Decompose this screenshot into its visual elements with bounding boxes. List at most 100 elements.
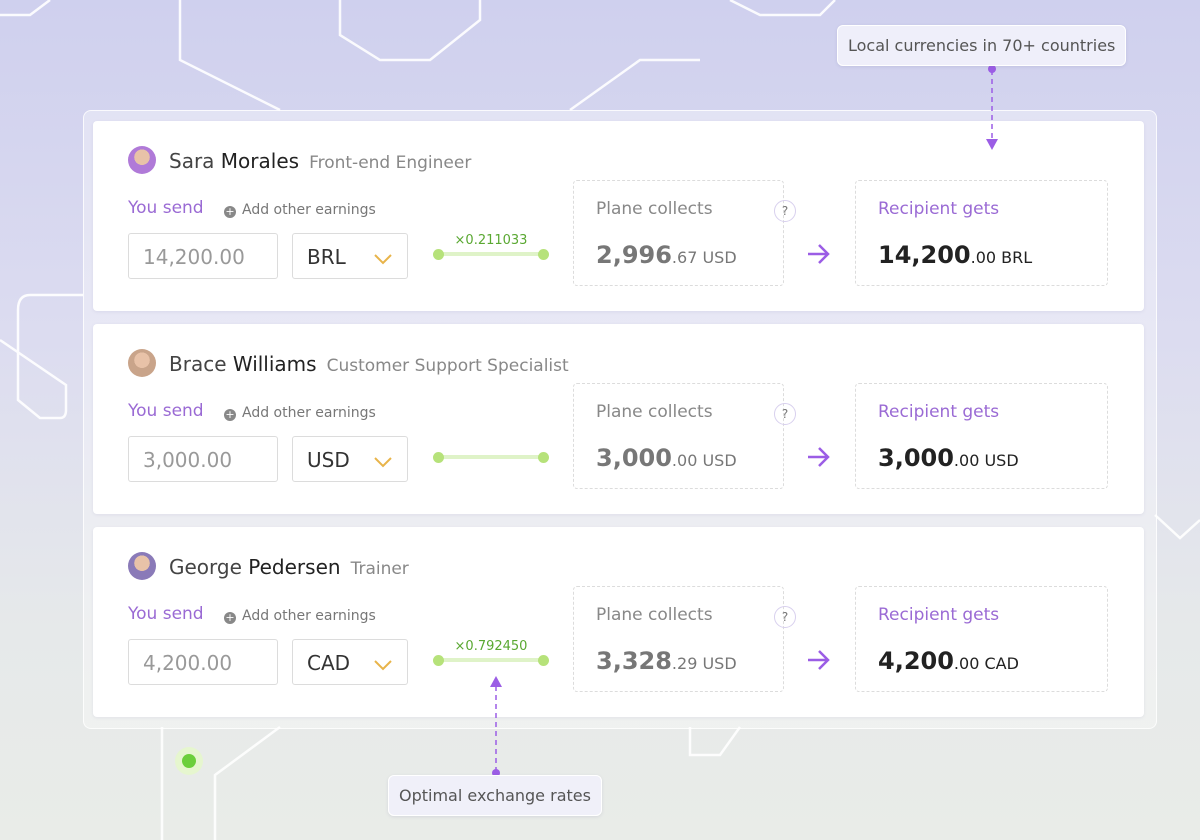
- help-icon[interactable]: ?: [774, 403, 796, 425]
- collects-amount: 3,000.00 USD: [596, 444, 737, 472]
- role: Front-end Engineer: [309, 153, 472, 173]
- add-earnings-text: Add other earnings: [242, 202, 376, 218]
- plus-icon: +: [224, 408, 236, 421]
- amount-input[interactable]: 14,200.00: [128, 233, 278, 279]
- deco-line: [1154, 514, 1200, 540]
- gets-label: Recipient gets: [878, 199, 1000, 219]
- amount-cents: .00: [953, 451, 980, 470]
- exchange-rate: ×0.792450: [454, 639, 528, 654]
- deco-line: [338, 0, 482, 62]
- currency-select[interactable]: USD: [292, 436, 408, 482]
- rate-dot: [433, 248, 444, 260]
- avatar: [128, 146, 156, 174]
- first-name: Brace: [169, 352, 227, 376]
- chevron: [373, 247, 393, 271]
- amount-currency: BRL: [1001, 248, 1033, 267]
- gets-box: Recipient gets 4,200.00 CAD: [855, 586, 1108, 692]
- first-name: George: [169, 555, 242, 579]
- collects-box: Plane collects? 3,328.29 USD: [573, 586, 796, 692]
- role: Trainer: [350, 559, 409, 579]
- currency-code: BRL: [307, 245, 346, 269]
- chevron: [373, 653, 393, 677]
- annotation-dot: [988, 65, 996, 73]
- employee-row: Brace Williams Customer Support Specialis…: [93, 324, 1144, 514]
- amount-input[interactable]: 4,200.00: [128, 639, 278, 685]
- arrow-icon: [806, 648, 832, 676]
- amount-whole: 4,200: [878, 647, 954, 675]
- amount-whole: 2,996: [596, 241, 672, 269]
- callout: Local currencies in 70+ countries: [837, 25, 1127, 66]
- add-earnings[interactable]: + Add other earnings: [224, 608, 376, 624]
- deco-line: [688, 726, 742, 757]
- add-earnings[interactable]: + Add other earnings: [224, 202, 376, 218]
- first-name: Sara: [169, 149, 215, 173]
- gets-box: Recipient gets 14,200.00 BRL: [855, 180, 1108, 286]
- arrow-icon: [806, 445, 832, 473]
- rate-dot: [538, 451, 549, 463]
- avatar: [128, 552, 156, 580]
- annotation-arrow: [490, 676, 502, 687]
- amount-whole: 3,328: [596, 647, 672, 675]
- annotation-arrow: [986, 139, 998, 150]
- callout: Optimal exchange rates: [388, 775, 602, 816]
- amount-input[interactable]: 3,000.00: [128, 436, 278, 482]
- currency-code: CAD: [307, 651, 351, 675]
- amount-whole: 14,200: [878, 241, 971, 269]
- amount-currency: USD: [984, 451, 1019, 470]
- collects-label: Plane collects: [596, 402, 713, 422]
- last-name: Morales: [220, 149, 300, 173]
- amount-cents: .00: [970, 248, 997, 267]
- rate-dot: [538, 654, 549, 666]
- send-label: You send: [128, 604, 204, 624]
- amount-currency: USD: [702, 654, 737, 673]
- rate-line: [433, 654, 549, 666]
- deco-line: [0, 293, 83, 420]
- amount-whole: 3,000: [596, 444, 672, 472]
- employee-row: George Pedersen Trainer You send + Add other…: [93, 527, 1144, 717]
- status-dot: [182, 754, 196, 768]
- deco-line: [213, 725, 281, 840]
- exchange-rate: ×0.211033: [454, 233, 528, 248]
- amount-cents: .67: [671, 248, 698, 267]
- rate-dot: [433, 654, 444, 666]
- amount-cents: .00: [953, 654, 980, 673]
- gets-label: Recipient gets: [878, 605, 1000, 625]
- gets-amount: 3,000.00 USD: [878, 444, 1019, 472]
- collects-label: Plane collects: [596, 199, 713, 219]
- rate-dot: [538, 248, 549, 260]
- collects-amount: 3,328.29 USD: [596, 647, 737, 675]
- deco-line: [0, 0, 51, 17]
- add-earnings-text: Add other earnings: [242, 405, 376, 421]
- amount-cents: .00: [671, 451, 698, 470]
- help-icon[interactable]: ?: [774, 606, 796, 628]
- arrow-icon: [806, 242, 832, 270]
- add-earnings-text: Add other earnings: [242, 608, 376, 624]
- collects-label: Plane collects: [596, 605, 713, 625]
- last-name: Williams: [232, 352, 317, 376]
- currency-select[interactable]: CAD: [292, 639, 408, 685]
- collects-box: Plane collects? 2,996.67 USD: [573, 180, 796, 286]
- collects-amount: 2,996.67 USD: [596, 241, 737, 269]
- add-earnings[interactable]: + Add other earnings: [224, 405, 376, 421]
- employee-name: Brace Williams Customer Support Specialis…: [169, 352, 569, 376]
- gets-amount: 14,200.00 BRL: [878, 241, 1032, 269]
- collects-box: Plane collects? 3,000.00 USD: [573, 383, 796, 489]
- plus-icon: +: [224, 205, 236, 218]
- help-icon[interactable]: ?: [774, 200, 796, 222]
- role: Customer Support Specialist: [326, 356, 569, 376]
- employee-name: George Pedersen Trainer: [169, 555, 409, 579]
- amount-currency: CAD: [984, 654, 1019, 673]
- currency-code: USD: [307, 448, 350, 472]
- currency-select[interactable]: BRL: [292, 233, 408, 279]
- deco-line: [729, 0, 836, 17]
- last-name: Pedersen: [248, 555, 341, 579]
- deco-line: [178, 0, 281, 112]
- chevron: [373, 450, 393, 474]
- amount-cents: .29: [671, 654, 698, 673]
- gets-amount: 4,200.00 CAD: [878, 647, 1019, 675]
- amount-currency: USD: [702, 248, 737, 267]
- employee-row: Sara Morales Front-end Engineer You send + A…: [93, 121, 1144, 311]
